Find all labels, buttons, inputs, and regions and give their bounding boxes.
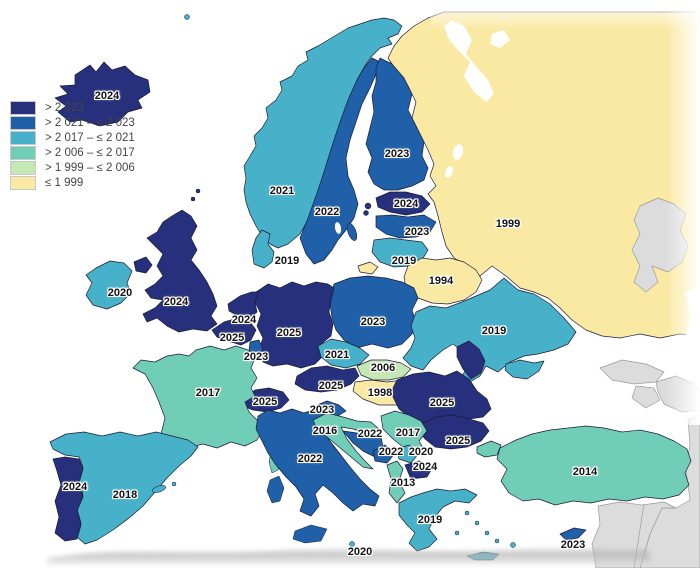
legend-swatch <box>10 115 36 130</box>
mallorca-island <box>152 485 166 493</box>
country-shape-sweden <box>299 57 381 265</box>
legend-item-0: > 2 023 <box>10 100 135 115</box>
legend-label: > 2 021 – ≤ 2 023 <box>45 116 135 129</box>
country-shape-belgium <box>211 317 257 346</box>
country-shape-north-macedonia <box>404 460 434 480</box>
legend-label: > 2 023 <box>45 101 84 114</box>
northern-ireland-shape <box>133 256 153 274</box>
neutral-region-armenia <box>631 385 661 409</box>
country-shape-iceland <box>54 61 151 127</box>
country-shape-poland <box>329 275 419 349</box>
lake-onega <box>445 166 453 178</box>
swedish-lake <box>334 222 342 234</box>
legend-item-5: ≤ 1 999 <box>10 175 135 190</box>
legend-label: > 1 999 – ≤ 2 006 <box>45 161 135 174</box>
country-shape-slovakia <box>356 359 412 381</box>
country-shape-luxembourg <box>248 339 264 357</box>
saaremaa-island <box>364 202 372 210</box>
legend-item-2: > 2 017 – ≤ 2 021 <box>10 130 135 145</box>
country-shape-denmark <box>251 229 275 269</box>
legend-swatch <box>10 100 36 115</box>
legend-item-4: > 1 999 – ≤ 2 006 <box>10 160 135 175</box>
country-shape-kaliningrad <box>357 261 379 275</box>
north-africa-fade <box>44 546 654 568</box>
map-legend: > 2 023 > 2 021 – ≤ 2 023 > 2 017 – ≤ 2 02… <box>10 100 135 190</box>
country-shape-netherlands <box>227 291 259 319</box>
country-shape-serbia <box>380 410 428 456</box>
country-shape-cyprus <box>559 527 587 541</box>
country-shape-albania <box>386 460 406 504</box>
legend-item-3: > 2 006 – ≤ 2 017 <box>10 145 135 160</box>
country-shape-moldova <box>456 340 486 380</box>
aegean-island-2 <box>474 520 480 526</box>
country-shape-ireland <box>85 260 133 310</box>
zealand-island <box>278 255 288 263</box>
country-shape-switzerland <box>242 387 290 413</box>
country-shape-france <box>132 345 264 449</box>
menorca-island <box>171 481 177 487</box>
malta-island <box>349 541 355 547</box>
aegean-island-1 <box>464 510 470 516</box>
right-edge-fade <box>666 0 700 425</box>
legend-label: ≤ 1 999 <box>45 176 84 189</box>
country-shape-croatia <box>312 412 380 470</box>
aegean-island-4 <box>454 530 460 536</box>
hiiumaa-island <box>363 210 369 216</box>
legend-label: > 2 006 – ≤ 2 017 <box>45 146 135 159</box>
country-shape-kosovo <box>396 444 420 464</box>
country-shape-ukraine <box>402 277 577 383</box>
white-sea-branch <box>490 30 510 48</box>
funen-island <box>288 259 296 265</box>
aegean-island-3 <box>484 530 490 536</box>
shetland-island <box>195 188 201 194</box>
rhodes-island <box>510 542 516 548</box>
country-shape-finland <box>365 57 429 191</box>
country-shape-portugal <box>52 456 84 542</box>
neutral-region-georgia <box>599 359 665 385</box>
gotland-island <box>346 223 358 241</box>
legend-swatch <box>10 160 36 175</box>
legend-swatch <box>10 130 36 145</box>
aegean-island-5 <box>494 538 500 544</box>
country-shape-austria <box>294 365 360 393</box>
sardinia-island <box>266 475 285 504</box>
legend-label: > 2 017 – ≤ 2 021 <box>45 131 135 144</box>
country-shape-greece <box>398 488 478 552</box>
legend-item-1: > 2 021 – ≤ 2 023 <box>10 115 135 130</box>
country-shape-czechia <box>317 338 370 369</box>
country-shape-latvia <box>375 214 437 239</box>
orkney-island <box>190 196 196 202</box>
country-shape-united-kingdom <box>142 209 218 333</box>
country-shape-montenegro <box>372 444 396 464</box>
country-shape-turkey <box>496 425 692 506</box>
top-edge-fade <box>430 0 700 30</box>
white-sea <box>444 20 494 102</box>
turkey-thrace-shape <box>476 440 502 458</box>
crimea-shape <box>504 359 545 380</box>
legend-swatch <box>10 145 36 160</box>
legend-swatch <box>10 175 36 190</box>
lake-ladoga <box>452 144 464 160</box>
jan-mayen-island <box>184 14 190 20</box>
sicily-island <box>292 524 328 544</box>
country-shape-romania <box>392 370 492 425</box>
country-shape-estonia <box>375 191 431 216</box>
country-shape-bulgaria <box>418 414 490 450</box>
